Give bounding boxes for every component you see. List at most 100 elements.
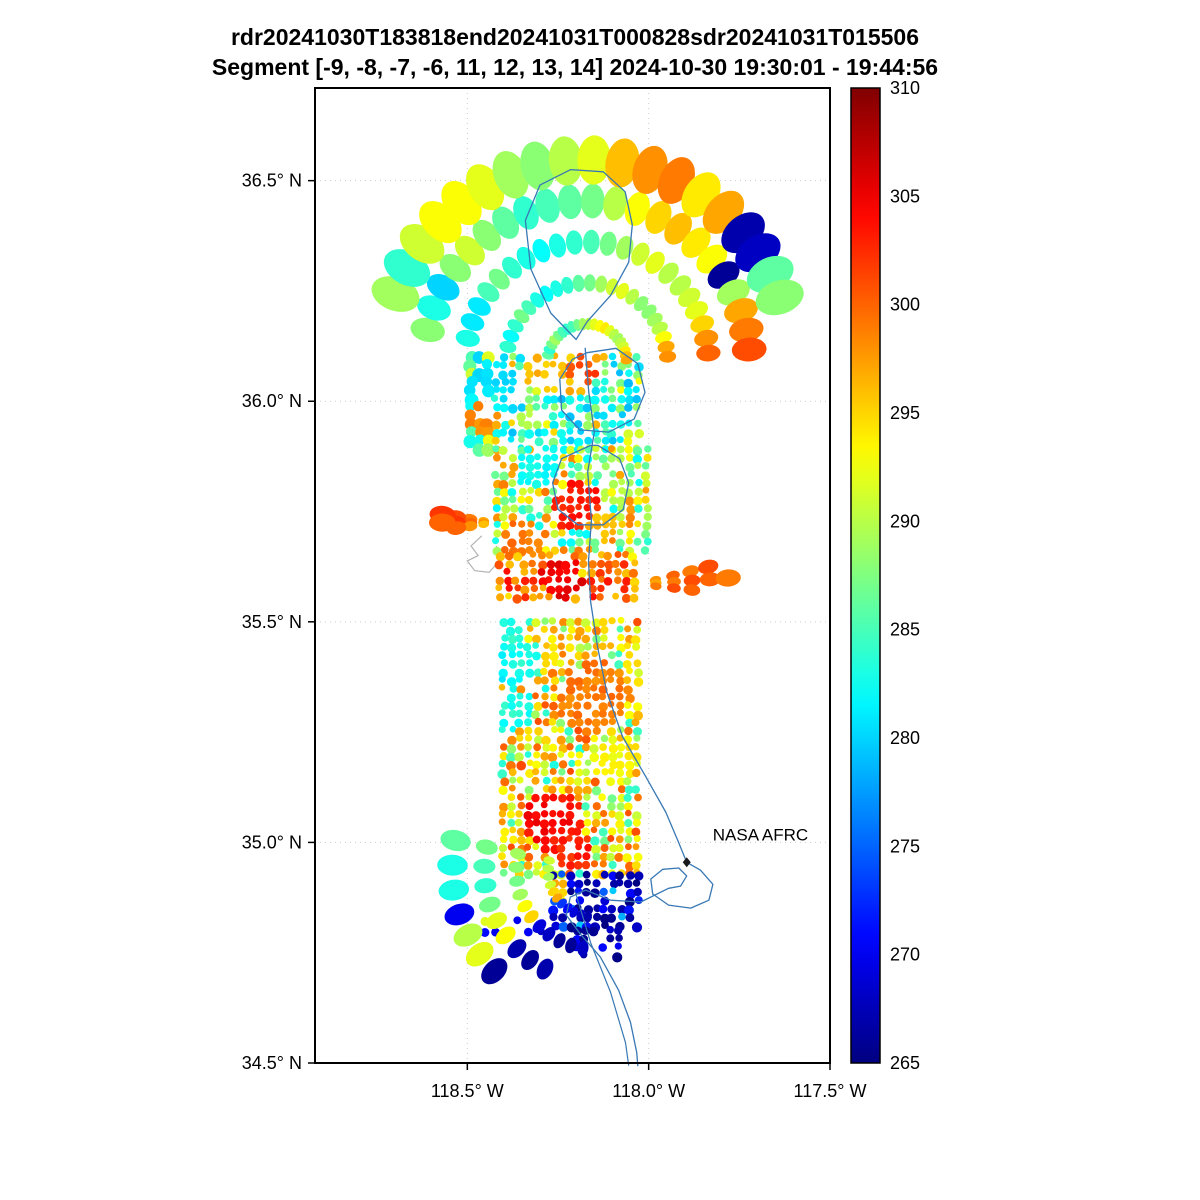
data-point (549, 395, 559, 405)
data-point (524, 537, 533, 546)
data-point (582, 229, 600, 255)
data-point (465, 941, 494, 967)
data-point (582, 677, 592, 687)
data-point (542, 462, 551, 472)
data-point (546, 585, 556, 595)
data-point (584, 521, 594, 531)
data-point (548, 437, 559, 448)
data-point (591, 844, 601, 855)
figure-subtitle: Segment [-9, -8, -7, -6, 11, 12, 13, 14]… (211, 54, 939, 80)
data-point (615, 934, 623, 942)
colorbar: 310 305 300 295 290 285 280 275 270 265 (850, 78, 920, 1073)
data-point (572, 567, 580, 575)
data-point (501, 420, 511, 430)
y-tick-label: 36.5° N (242, 171, 302, 191)
data-point (561, 593, 570, 602)
data-point (499, 835, 508, 843)
data-point (603, 186, 628, 221)
data-point (632, 879, 641, 887)
data-point (599, 860, 607, 868)
data-point (601, 462, 610, 471)
scatter-north-fan (371, 135, 804, 365)
data-point (632, 454, 642, 464)
data-point (526, 513, 536, 523)
data-point (550, 529, 559, 539)
figure-title: rdr20241030T183818end20241031T000828sdr2… (230, 24, 920, 50)
data-point (518, 436, 525, 443)
data-point (601, 436, 610, 445)
data-point (600, 870, 609, 879)
data-point (473, 858, 496, 874)
data-point (543, 642, 550, 649)
data-point (516, 776, 524, 784)
data-point (517, 900, 533, 913)
data-point (645, 251, 665, 274)
data-point (549, 520, 558, 529)
data-point (593, 471, 602, 480)
data-point (577, 577, 587, 587)
data-point (524, 852, 534, 862)
data-point (566, 633, 574, 641)
data-point (532, 818, 541, 827)
data-point (527, 486, 535, 494)
data-point (622, 660, 632, 669)
data-point (566, 495, 574, 504)
data-point (593, 411, 601, 420)
data-point (591, 353, 602, 363)
data-point (545, 576, 553, 584)
data-point (625, 913, 635, 923)
data-point (500, 701, 510, 710)
scatter-east-arm (649, 559, 741, 596)
data-point (549, 643, 558, 652)
data-point (559, 546, 568, 555)
data-point (591, 709, 600, 718)
data-point (558, 529, 566, 537)
data-point (633, 734, 641, 742)
data-point (526, 625, 534, 632)
data-point (516, 760, 526, 771)
data-point (599, 642, 607, 651)
data-point (609, 528, 616, 536)
data-point (546, 560, 556, 569)
data-point (472, 351, 486, 364)
data-point (530, 292, 545, 308)
data-point (506, 744, 517, 754)
data-point (530, 584, 539, 593)
data-point (523, 861, 533, 870)
data-point (542, 926, 556, 942)
data-point (608, 394, 617, 403)
flight-path (524, 168, 714, 1067)
data-point (491, 436, 500, 445)
data-point (514, 818, 523, 827)
data-point (566, 538, 576, 548)
data-point (573, 710, 583, 720)
data-point (524, 718, 533, 727)
data-point (590, 395, 600, 406)
data-point (582, 768, 590, 777)
data-point (558, 879, 568, 889)
data-point (495, 576, 504, 586)
data-point (559, 618, 568, 627)
data-point (508, 861, 525, 873)
data-point (497, 769, 508, 779)
data-point (641, 495, 650, 504)
data-point (566, 861, 575, 870)
data-point (532, 394, 540, 402)
data-point (543, 496, 553, 506)
data-point (581, 802, 590, 811)
data-point (609, 496, 618, 505)
data-point (623, 879, 633, 889)
data-point (498, 446, 508, 455)
data-point (551, 503, 559, 511)
data-point (615, 844, 624, 853)
data-point (507, 386, 515, 394)
data-point (586, 576, 596, 586)
data-point (498, 810, 507, 818)
data-point (540, 625, 548, 633)
data-point (481, 359, 493, 370)
data-point (499, 461, 507, 469)
data-point (623, 387, 633, 396)
data-point (541, 513, 551, 523)
data-point (564, 701, 573, 710)
data-point (631, 752, 642, 763)
